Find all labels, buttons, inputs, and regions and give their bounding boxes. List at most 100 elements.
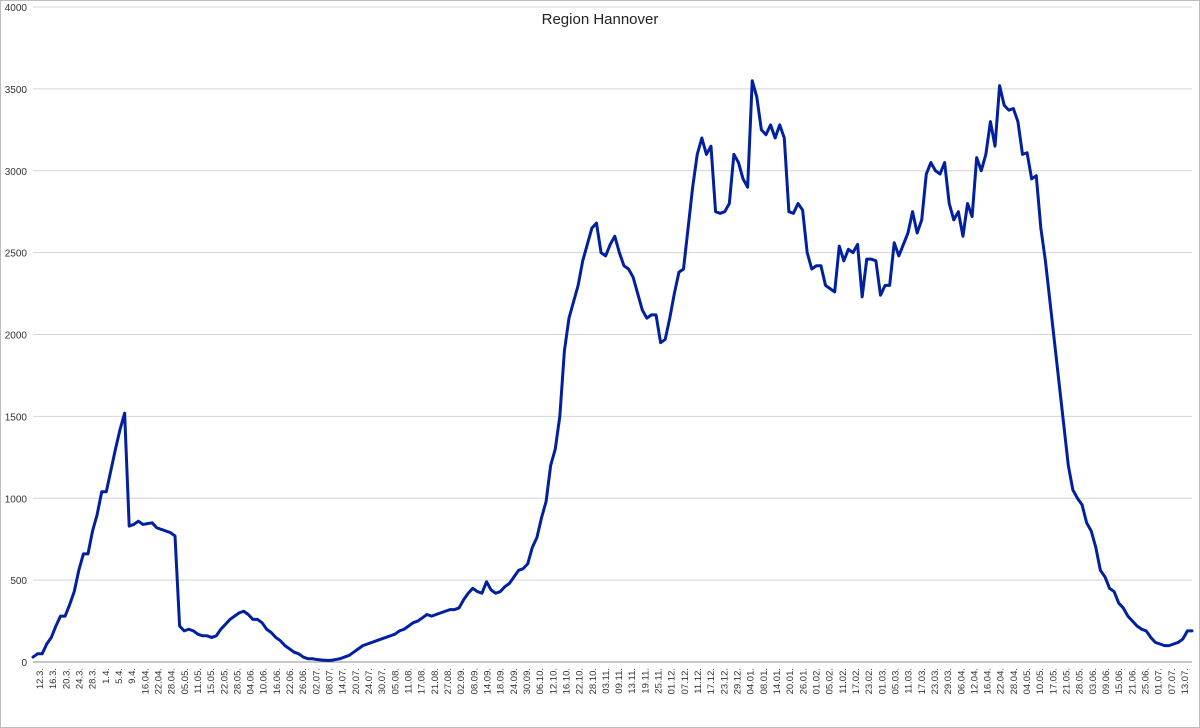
x-tick-label: 18.09.: [496, 668, 507, 694]
x-tick-label: 20.07.: [351, 668, 362, 694]
x-tick-label: 30.07.: [377, 668, 388, 694]
x-tick-label: 17.12.: [706, 668, 717, 694]
x-tick-label: 28.3.: [88, 668, 99, 689]
x-tick-label: 16.3.: [48, 668, 59, 689]
x-tick-label: 11.03.: [904, 668, 915, 694]
x-tick-label: 06.04.: [956, 668, 967, 694]
x-tick-label: 06.10.: [535, 668, 546, 694]
x-tick-label: 24.09.: [509, 668, 520, 694]
x-tick-label: 17.02.: [851, 668, 862, 694]
y-tick-label: 1500: [5, 412, 28, 423]
x-tick-label: 11.05.: [193, 668, 204, 694]
y-axis-tick-labels: 0 500 1000 1500 2000 2500 3000 3500 4000: [5, 3, 28, 669]
x-tick-label: 01.07.: [1154, 668, 1165, 694]
x-tick-label: 01.03.: [877, 668, 888, 694]
x-tick-label: 11.02.: [838, 668, 849, 694]
x-tick-label: 23.03.: [930, 668, 941, 694]
x-tick-label: 22.10.: [575, 668, 586, 694]
x-tick-label: 12.10.: [548, 668, 559, 694]
x-tick-label: 03.11.: [601, 668, 612, 694]
x-tick-label: 17.03.: [917, 668, 928, 694]
x-tick-label: 28.04.: [1009, 668, 1020, 694]
x-tick-label: 09.11.: [614, 668, 625, 694]
series-line: [31, 79, 1194, 662]
x-tick-label: 22.04.: [996, 668, 1007, 694]
x-tick-label: 29.03.: [943, 668, 954, 694]
x-tick-label: 01.02.: [811, 668, 822, 694]
x-tick-label: 22.05.: [219, 668, 230, 694]
gridlines: [33, 6, 1192, 581]
y-tick-label: 2000: [5, 331, 28, 342]
x-tick-label: 15.05.: [206, 668, 217, 694]
x-tick-label: 07.12.: [680, 668, 691, 694]
x-tick-label: 08.01.: [759, 668, 770, 694]
x-tick-label: 05.08.: [390, 668, 401, 694]
x-tick-label: 02.09.: [456, 668, 467, 694]
y-tick-label: 3000: [5, 167, 28, 178]
x-tick-label: 11.12.: [693, 668, 704, 694]
x-tick-label: 10.06.: [259, 668, 270, 694]
x-tick-label: 28.10.: [588, 668, 599, 694]
x-tick-label: 13.07.: [1180, 668, 1191, 694]
x-tick-label: 10.05.: [1035, 668, 1046, 694]
x-tick-label: 24.07.: [364, 668, 375, 694]
x-tick-label: 14.01.: [772, 668, 783, 694]
x-tick-label: 16.06.: [272, 668, 283, 694]
x-tick-label: 04.01.: [746, 668, 757, 694]
x-tick-label: 28.04.: [167, 668, 178, 694]
x-tick-label: 12.3.: [35, 668, 46, 689]
y-tick-label: 2500: [5, 249, 28, 260]
x-tick-label: 28.05.: [232, 668, 243, 694]
x-tick-label: 16.04.: [983, 668, 994, 694]
x-tick-label: 15.06.: [1114, 668, 1125, 694]
x-tick-label: 30.09.: [522, 668, 533, 694]
x-tick-label: 20.01.: [785, 668, 796, 694]
x-tick-label: 05.03.: [890, 668, 901, 694]
x-tick-label: 9.4.: [127, 668, 138, 684]
x-tick-label: 21.05.: [1062, 668, 1073, 694]
x-tick-label: 05.02.: [825, 668, 836, 694]
x-tick-label: 04.06.: [246, 668, 257, 694]
x-tick-label: 12.04.: [969, 668, 980, 694]
x-tick-label: 22.04.: [153, 668, 164, 694]
x-tick-label: 16.04.: [140, 668, 151, 694]
y-tick-label: 4000: [5, 3, 28, 14]
x-tick-label: 11.08.: [404, 668, 415, 694]
x-tick-label: 16.10.: [561, 668, 572, 694]
x-tick-label: 26.01.: [798, 668, 809, 694]
x-tick-label: 25.06.: [1141, 668, 1152, 694]
x-tick-label: 24.3.: [74, 668, 85, 689]
y-tick-label: 1000: [5, 494, 28, 505]
x-tick-label: 05.05.: [180, 668, 191, 694]
x-tick-label: 01.12.: [667, 668, 678, 694]
chart-title: Region Hannover: [542, 11, 659, 28]
y-tick-label: 3500: [5, 85, 28, 96]
x-tick-label: 19.11.: [640, 668, 651, 694]
x-tick-label: 21.06.: [1127, 668, 1138, 694]
x-tick-label: 27.08.: [443, 668, 454, 694]
x-tick-label: 13.11.: [627, 668, 638, 694]
x-tick-label: 23.12.: [719, 668, 730, 694]
x-tick-label: 08.07.: [325, 668, 336, 694]
x-tick-label: 21.08.: [430, 668, 441, 694]
x-tick-label: 14.09.: [482, 668, 493, 694]
x-tick-label: 09.06.: [1101, 668, 1112, 694]
x-tick-label: 04.05.: [1022, 668, 1033, 694]
x-tick-label: 14.07.: [338, 668, 349, 694]
x-tick-label: 22.06.: [285, 668, 296, 694]
x-tick-label: 28.05.: [1075, 668, 1086, 694]
x-tick-label: 1.4.: [101, 668, 112, 684]
x-tick-label: 20.3.: [61, 668, 72, 689]
x-tick-label: 03.06.: [1088, 668, 1099, 694]
y-tick-label: 500: [10, 576, 27, 587]
x-tick-label: 17.08.: [417, 668, 428, 694]
x-tick-label: 02.07.: [311, 668, 322, 694]
x-tick-label: 23.02.: [864, 668, 875, 694]
x-tick-label: 25.11.: [654, 668, 665, 694]
x-tick-label: 17.05.: [1048, 668, 1059, 694]
x-axis-tick-labels: 12.3. 16.3. 20.3. 24.3. 28.3. 1.4. 5.4. 9.4. 16.…: [35, 668, 1191, 694]
x-tick-label: 26.06.: [298, 668, 309, 694]
x-tick-label: 5.4.: [114, 668, 125, 684]
